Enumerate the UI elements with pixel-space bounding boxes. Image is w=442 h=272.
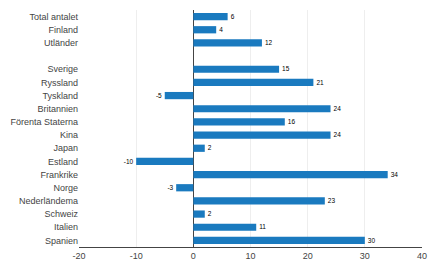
svg-text:30: 30 [360, 251, 370, 261]
svg-text:-10: -10 [130, 251, 143, 261]
svg-text:Kina: Kina [60, 130, 78, 140]
svg-text:4: 4 [219, 26, 223, 33]
svg-text:Sverige: Sverige [47, 64, 78, 74]
svg-text:21: 21 [316, 79, 324, 86]
svg-text:23: 23 [328, 197, 336, 204]
svg-text:-20: -20 [72, 251, 85, 261]
svg-text:Total antalet: Total antalet [29, 12, 78, 22]
svg-text:Japan: Japan [53, 143, 78, 153]
svg-text:15: 15 [282, 65, 290, 72]
svg-text:Ryssland: Ryssland [41, 78, 78, 88]
svg-text:10: 10 [245, 251, 255, 261]
svg-text:Finland: Finland [48, 25, 78, 35]
svg-text:Norge: Norge [53, 183, 78, 193]
svg-text:-5: -5 [156, 92, 162, 99]
svg-text:-10: -10 [124, 158, 134, 165]
svg-text:24: 24 [334, 105, 342, 112]
svg-text:12: 12 [265, 39, 273, 46]
svg-text:6: 6 [231, 13, 235, 20]
svg-text:0: 0 [191, 251, 196, 261]
svg-text:Spanien: Spanien [45, 236, 78, 246]
svg-text:2: 2 [208, 210, 212, 217]
svg-text:Utländer: Utländer [44, 38, 78, 48]
svg-text:2: 2 [208, 144, 212, 151]
svg-text:20: 20 [303, 251, 313, 261]
svg-text:Frankrike: Frankrike [40, 170, 78, 180]
svg-text:Tyskland: Tyskland [42, 91, 78, 101]
svg-text:24: 24 [334, 131, 342, 138]
svg-text:Schweiz: Schweiz [44, 209, 78, 219]
svg-text:40: 40 [417, 251, 427, 261]
svg-text:Förenta Staterna: Förenta Staterna [10, 117, 78, 127]
svg-text:16: 16 [288, 118, 296, 125]
svg-text:30: 30 [368, 237, 376, 244]
svg-text:-3: -3 [167, 184, 173, 191]
svg-text:Nederländema: Nederländema [19, 196, 78, 206]
svg-text:11: 11 [259, 223, 266, 230]
svg-text:Italien: Italien [54, 222, 78, 232]
svg-text:34: 34 [391, 171, 399, 178]
svg-text:Estland: Estland [48, 157, 78, 167]
svg-text:Britannien: Britannien [37, 104, 78, 114]
